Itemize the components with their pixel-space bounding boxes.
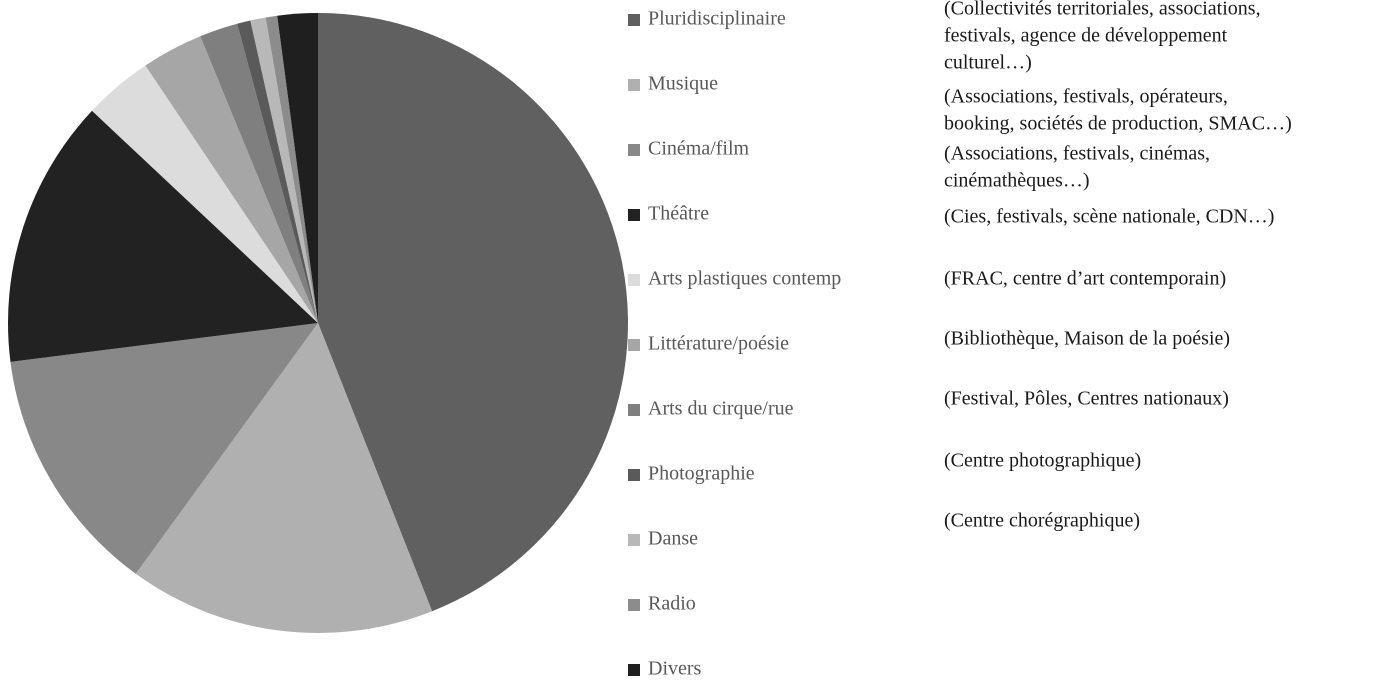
legend-label: Cinéma/film: [648, 138, 750, 160]
legend-swatch: [628, 599, 640, 611]
legend-label: Arts du cirque/rue: [648, 398, 794, 420]
legend-label: Théâtre: [648, 203, 709, 225]
pie-slice: [135, 323, 433, 633]
pie-slice: [7, 110, 318, 362]
legend-swatch: [628, 404, 640, 416]
legend-label: Littérature/poésie: [648, 333, 789, 355]
legend-swatch: [628, 209, 640, 221]
pie-slice: [277, 13, 318, 323]
annotation: (Centre photographique): [944, 450, 1141, 472]
legend-swatch: [628, 274, 640, 286]
legend-label: Divers: [648, 658, 702, 680]
annotation: (Centre chorégraphique): [944, 510, 1140, 532]
annotation: booking, sociétés de production, SMAC…): [944, 113, 1292, 135]
annotation: (Bibliothèque, Maison de la poésie): [944, 328, 1230, 350]
legend-swatch: [628, 79, 640, 91]
annotation: cinémathèques…): [944, 170, 1090, 192]
annotation: culturel…): [944, 52, 1032, 74]
pie-slice: [265, 15, 318, 323]
annotation: (Festival, Pôles, Centres nationaux): [944, 388, 1229, 410]
legend-label: Danse: [648, 528, 698, 550]
pie-slice: [318, 13, 629, 612]
legend-swatch: [628, 664, 640, 676]
legend-label: Photographie: [648, 463, 755, 485]
legend-swatch: [628, 534, 640, 546]
pie-slice: [200, 23, 318, 324]
legend-swatch: [628, 339, 640, 351]
annotation: festivals, agence de développement: [944, 25, 1228, 47]
legend-swatch: [628, 469, 640, 481]
pie-slice: [237, 20, 318, 324]
annotation: (Cies, festivals, scène nationale, CDN…): [944, 206, 1274, 228]
pie-slice: [10, 323, 318, 574]
annotation: (FRAC, centre d’art contemporain): [944, 268, 1226, 290]
legend-swatch: [628, 14, 640, 26]
pie-slice: [92, 65, 319, 324]
legend-label: Radio: [648, 593, 696, 615]
legend-swatch: [628, 144, 640, 156]
legend-label: Musique: [648, 73, 718, 95]
legend-label: Arts plastiques contemp: [648, 268, 841, 290]
annotation: (Associations, festivals, opérateurs,: [944, 86, 1228, 108]
annotation: (Associations, festivals, cinémas,: [944, 143, 1210, 165]
pie-slice: [250, 17, 318, 324]
annotation: (Collectivités territoriales, associatio…: [944, 0, 1261, 20]
legend-label: Pluridisciplinaire: [648, 8, 786, 30]
pie-slice: [145, 36, 318, 323]
